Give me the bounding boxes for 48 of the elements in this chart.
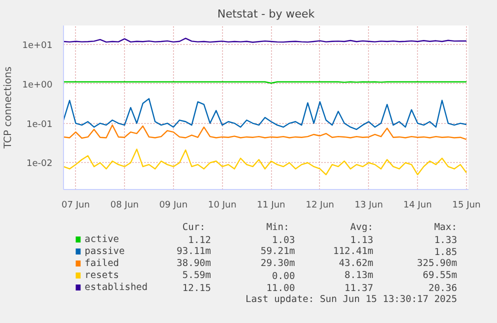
text: Min: [266,222,290,233]
line-series [64,148,468,176]
legend-label: failed [84,258,120,269]
x-tick-label: 12 Jun [306,200,334,210]
x-tick-label: 10 Jun [208,200,236,210]
y-axis-title: TCP connections [3,66,14,150]
text: Last update: Sun Jun 15 13:30:17 2025 [245,294,458,305]
text: 38.90m [176,258,212,269]
text: 1.33 [434,235,458,246]
legend-label: established [84,282,148,293]
text: 12.15 [182,283,212,294]
y-tick-label: 1e+00 [22,80,53,90]
text: 11.00 [266,283,296,294]
text: 43.62m [338,258,374,269]
y-tick-label: 1e-02 [26,159,53,170]
text: Cur: [182,222,206,233]
line-series [64,98,468,130]
text: 69.55m [422,270,458,281]
y-tick-label: 1e+01 [22,40,53,51]
text: 112.41m [333,246,374,257]
text: 29.30m [260,258,296,269]
x-tick-label: 15 Jun [452,200,481,210]
x-tick-label: 11 Jun [256,200,286,210]
chart-title: Netstat - by week [217,8,316,20]
text: 8.13m [344,270,374,281]
text: Max: [434,222,458,233]
text: 1.13 [350,235,374,246]
text: 11.37 [344,283,374,294]
text: 93.11m [176,246,212,257]
y-tick-label: 1e-01 [26,120,53,130]
x-tick-label: 14 Jun [403,200,432,210]
legend-label: resets [84,270,120,281]
text: 325.90m [417,258,458,269]
x-tick-label: 13 Jun [354,200,383,210]
legend-label: active [84,234,120,245]
legend-label: passive [84,246,126,257]
text: 59.21m [260,246,296,257]
x-tick-label: 07 Jun [62,200,90,210]
text: Avg: [350,222,374,233]
text: 1.85 [434,247,458,258]
text: 0.00 [272,271,296,282]
text: 5.59m [182,270,212,281]
text: 20.36 [428,283,458,294]
x-tick-label: 09 Jun [159,200,188,210]
text: 1.03 [272,235,295,246]
text: 1.12 [188,235,212,246]
line-series [64,124,468,140]
x-tick-label: 08 Jun [110,200,139,210]
